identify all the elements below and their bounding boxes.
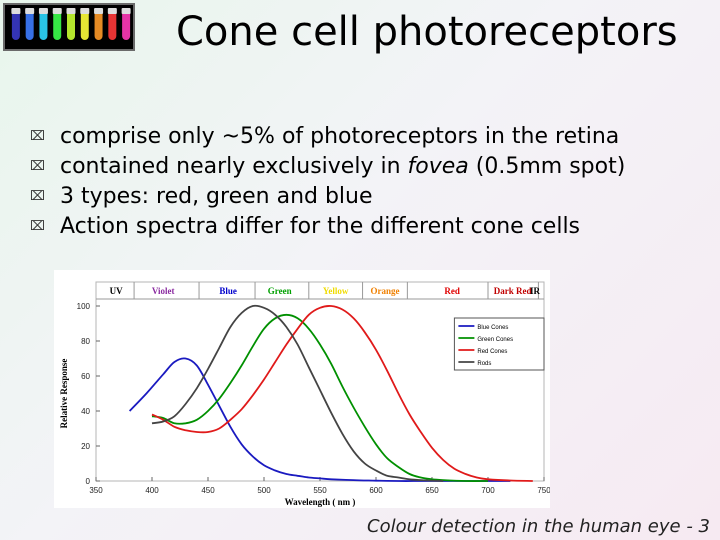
y-tick-label: 100 [77, 302, 91, 311]
test-tube-cap [11, 8, 21, 14]
bullet-item: ⌧ comprise only ~5% of photoreceptors in… [30, 122, 710, 152]
bullet-text: Action spectra differ for the different … [60, 212, 580, 242]
legend-label: Green Cones [477, 337, 513, 343]
test-tubes-icon [3, 3, 135, 51]
test-tube [122, 10, 131, 40]
spectrum-band-label: Red [444, 286, 460, 296]
test-tube [11, 10, 20, 40]
test-tube [25, 10, 34, 40]
spectrum-band-label: IR [530, 286, 541, 296]
legend-label: Red Cones [477, 349, 507, 355]
legend-label: Rods [477, 361, 491, 367]
bullet-item: ⌧ 3 types: red, green and blue [30, 182, 710, 212]
test-tube-cap [25, 8, 35, 14]
bullet-text: contained nearly exclusively in fovea (0… [60, 152, 625, 182]
y-tick-label: 20 [81, 442, 90, 451]
spectral-response-chart: UV Violet Blue Green Yellow Orange Red Dark Red… [54, 270, 551, 508]
x-tick-label: 550 [313, 486, 327, 495]
spectrum-band-label: Green [268, 286, 292, 296]
test-tube [94, 10, 103, 40]
x-box-icon: ⌧ [30, 189, 45, 204]
test-tube [108, 10, 117, 40]
x-tick-label: 500 [257, 486, 271, 495]
test-tube [53, 10, 62, 40]
y-tick-label: 40 [81, 407, 90, 416]
test-tube [39, 10, 48, 40]
x-box-icon: ⌧ [30, 159, 45, 174]
y-tick-label: 0 [86, 477, 91, 486]
spectrum-band-label: Yellow [323, 286, 349, 296]
test-tube-cap [52, 8, 62, 14]
test-tube-cap [107, 8, 117, 14]
x-tick-label: 450 [201, 486, 215, 495]
x-box-icon: ⌧ [30, 129, 45, 144]
plot-frame [95, 281, 545, 482]
spectrum-band-label: UV [110, 286, 123, 296]
test-tube-cap [94, 8, 104, 14]
bullet-text: comprise only ~5% of photoreceptors in t… [60, 122, 619, 152]
test-tubes-graphic [11, 8, 131, 40]
spectrum-band-label: Dark Red [494, 286, 532, 296]
bullet-text: 3 types: red, green and blue [60, 182, 373, 212]
bullet-text-part: Action spectra differ for the different … [60, 214, 581, 239]
bullet-text-part: contained nearly exclusively in [60, 154, 408, 179]
bullet-text-part: (0.5mm spot) [468, 154, 626, 179]
x-axis-label: Wavelength ( nm ) [285, 497, 356, 507]
bullet-item: ⌧ contained nearly exclusively in fovea … [30, 152, 710, 182]
spectrum-band-label: Orange [370, 286, 399, 296]
x-tick-label: 650 [425, 486, 439, 495]
test-tube-cap [66, 8, 76, 14]
test-tube-cap [121, 8, 131, 14]
slide-footer: Colour detection in the human eye - 3 [367, 516, 710, 537]
test-tube-cap [80, 8, 90, 14]
y-tick-label: 60 [81, 372, 90, 381]
bullet-list: ⌧ comprise only ~5% of photoreceptors in… [30, 122, 710, 242]
bullet-text-part: 3 types: red, green and blue [60, 184, 373, 209]
x-tick-label: 750 [537, 486, 550, 495]
series-line-green-cones [151, 313, 489, 482]
test-tube-cap [38, 8, 48, 14]
test-tube [67, 10, 75, 40]
bullet-item: ⌧ Action spectra differ for the differen… [30, 212, 710, 242]
series-line-red-cones [151, 305, 533, 482]
spectrum-band-label: Blue [219, 286, 237, 296]
x-tick-label: 400 [145, 486, 159, 495]
bullet-text-italic: fovea [407, 154, 469, 179]
chart-svg: UV Violet Blue Green Yellow Orange Red Dark Red… [59, 281, 551, 507]
legend-label: Blue Cones [477, 325, 508, 331]
y-axis-label: Relative Response [59, 359, 69, 429]
spectrum-band-label: Violet [152, 286, 175, 296]
slide-title: Cone cell photoreceptors [176, 9, 678, 55]
test-tube [80, 10, 89, 40]
series-line-rods [151, 304, 444, 482]
y-tick-label: 80 [81, 337, 90, 346]
x-tick-label: 350 [89, 486, 103, 495]
series-line-blue-cones [128, 357, 511, 482]
bullet-text-part: comprise only ~5% of photoreceptors in t… [60, 124, 620, 149]
x-tick-label: 600 [369, 486, 383, 495]
x-tick-label: 700 [481, 486, 495, 495]
x-box-icon: ⌧ [30, 219, 45, 234]
